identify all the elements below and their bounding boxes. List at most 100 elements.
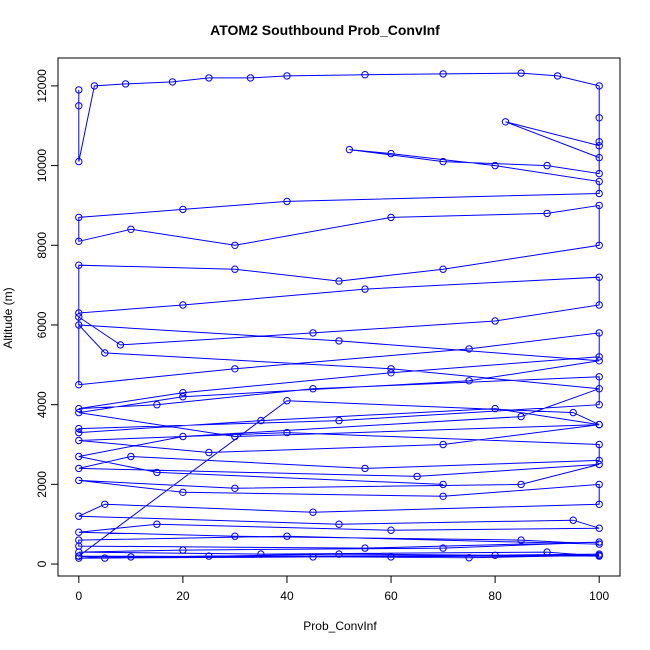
data-point bbox=[309, 553, 317, 561]
data-point bbox=[517, 69, 525, 77]
data-point bbox=[439, 544, 447, 552]
data-point bbox=[179, 488, 187, 496]
data-point bbox=[569, 408, 577, 417]
data-point bbox=[595, 480, 603, 489]
data-point bbox=[153, 401, 161, 409]
data-point bbox=[231, 265, 239, 273]
data-point bbox=[595, 169, 603, 178]
data-point bbox=[335, 337, 343, 345]
data-point bbox=[153, 520, 161, 528]
data-point bbox=[283, 428, 291, 437]
y-tick-label: 2000 bbox=[35, 471, 49, 498]
data-point bbox=[439, 265, 447, 273]
data-point bbox=[309, 508, 317, 516]
data-point bbox=[465, 377, 473, 385]
data-point bbox=[595, 138, 603, 146]
data-point bbox=[75, 86, 83, 94]
data-point bbox=[179, 389, 187, 397]
data-point bbox=[90, 82, 99, 90]
data-point bbox=[168, 78, 177, 86]
data-point bbox=[335, 416, 343, 425]
data-point bbox=[231, 241, 239, 250]
data-point bbox=[179, 393, 187, 401]
data-point bbox=[439, 492, 447, 500]
data-point bbox=[569, 516, 577, 524]
data-point bbox=[257, 550, 265, 558]
y-tick-label: 6000 bbox=[35, 311, 49, 338]
data-point bbox=[75, 408, 83, 417]
series-layer bbox=[75, 69, 603, 562]
data-point bbox=[543, 209, 551, 218]
data-point bbox=[361, 464, 369, 473]
data-point bbox=[595, 456, 603, 465]
data-point bbox=[75, 476, 83, 485]
data-point bbox=[127, 452, 135, 461]
y-tick-label: 4000 bbox=[35, 391, 49, 418]
data-point bbox=[75, 528, 83, 536]
data-point bbox=[75, 424, 83, 433]
data-point bbox=[121, 80, 130, 88]
data-point bbox=[75, 512, 83, 520]
data-point bbox=[75, 261, 83, 269]
data-point bbox=[75, 381, 83, 389]
data-point bbox=[101, 349, 109, 357]
data-point bbox=[387, 526, 395, 534]
data-point bbox=[491, 551, 499, 559]
data-point bbox=[465, 345, 473, 353]
data-point bbox=[309, 329, 317, 337]
data-point bbox=[127, 553, 135, 561]
data-point bbox=[231, 532, 239, 540]
data-point bbox=[439, 440, 447, 449]
y-axis-label: Altitude (m) bbox=[1, 287, 15, 348]
data-point bbox=[595, 524, 603, 532]
data-point bbox=[361, 544, 369, 552]
data-point bbox=[335, 520, 343, 528]
data-point bbox=[595, 82, 603, 90]
data-point bbox=[387, 213, 395, 222]
data-point bbox=[179, 205, 187, 214]
data-point bbox=[595, 538, 603, 546]
data-point bbox=[75, 237, 83, 246]
data-point bbox=[387, 365, 395, 373]
data-point bbox=[75, 213, 83, 222]
data-point bbox=[75, 404, 83, 413]
data-point bbox=[595, 241, 603, 250]
data-point bbox=[75, 464, 83, 473]
x-tick-label: 80 bbox=[488, 589, 502, 603]
data-point bbox=[439, 480, 447, 489]
data-point bbox=[283, 532, 291, 540]
data-point bbox=[153, 468, 161, 477]
data-point bbox=[75, 102, 83, 110]
data-point bbox=[101, 500, 109, 508]
data-point bbox=[595, 550, 603, 558]
data-point bbox=[491, 404, 499, 413]
data-point bbox=[116, 341, 125, 349]
data-point bbox=[361, 285, 369, 293]
x-tick-label: 40 bbox=[280, 589, 294, 603]
data-point bbox=[595, 153, 603, 162]
data-point bbox=[595, 273, 603, 281]
data-point bbox=[595, 189, 603, 198]
data-point bbox=[595, 353, 603, 361]
data-point bbox=[595, 440, 603, 449]
data-point bbox=[179, 546, 187, 554]
data-point bbox=[75, 428, 83, 437]
data-point bbox=[101, 554, 109, 562]
data-point bbox=[595, 460, 603, 469]
x-tick-label: 0 bbox=[75, 589, 82, 603]
data-point bbox=[361, 71, 369, 79]
data-point bbox=[595, 420, 603, 429]
data-point bbox=[595, 177, 603, 186]
data-point bbox=[517, 480, 525, 489]
data-point bbox=[231, 484, 239, 492]
data-point bbox=[439, 70, 447, 78]
data-point bbox=[491, 161, 499, 170]
data-point bbox=[345, 145, 354, 154]
data-point bbox=[543, 548, 551, 556]
data-point bbox=[179, 432, 187, 441]
data-point bbox=[387, 149, 395, 158]
series-line bbox=[77, 72, 600, 559]
data-point bbox=[595, 401, 603, 409]
x-tick-label: 60 bbox=[384, 589, 398, 603]
y-tick-label: 0 bbox=[35, 560, 49, 567]
